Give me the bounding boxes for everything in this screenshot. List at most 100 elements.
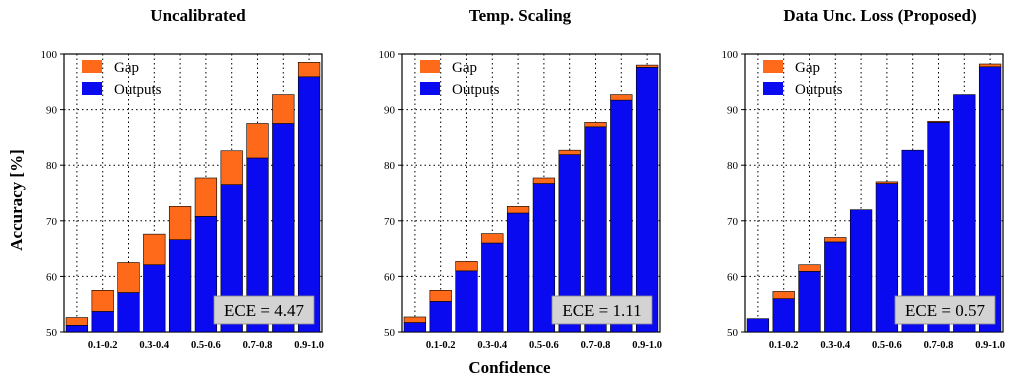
x-tick-label: 0.7-0.8	[243, 340, 273, 351]
y-tick-label: 90	[727, 105, 739, 117]
gap-bar	[455, 261, 478, 272]
y-tick-label: 80	[46, 160, 58, 172]
gap-bar	[481, 233, 504, 244]
y-tick-label: 50	[384, 327, 396, 339]
axes-frame	[744, 53, 1004, 333]
outputs-bar	[746, 318, 770, 333]
gap-bar	[297, 62, 321, 78]
gap-bar	[246, 123, 269, 159]
gap-bar	[143, 233, 166, 266]
y-tick-label: 70	[46, 216, 58, 228]
outputs-bar	[772, 298, 795, 333]
ece-annotation: ECE = 0.57	[905, 301, 985, 320]
gap-bar	[584, 122, 607, 128]
outputs-bar	[824, 241, 847, 333]
outputs-bar	[901, 149, 924, 333]
chart-uncalibrated: 50 60 70 80 90 100 0.1-0.2 0.3-0.4 0.5-0.6 0.7-0.…	[41, 49, 324, 351]
x-tick-label: 0.1-0.2	[426, 340, 456, 351]
gap-bar	[610, 94, 633, 101]
gap-bar	[65, 317, 89, 326]
outputs-bar	[455, 270, 478, 333]
outputs-bar	[403, 322, 427, 333]
x-tick-label: 0.7-0.8	[581, 340, 611, 351]
outputs-bar	[978, 66, 1002, 333]
y-tick-label: 100	[41, 49, 58, 61]
gap-bar	[635, 64, 659, 68]
gap-bar	[117, 262, 140, 293]
y-tick-label: 50	[727, 327, 739, 339]
y-tick-label: 70	[727, 216, 739, 228]
gap-bar	[168, 206, 192, 241]
y-axis-label: Accuracy [%]	[7, 149, 26, 251]
y-axis-label-container: Accuracy [%]	[4, 60, 30, 340]
gap-bar	[272, 94, 295, 124]
x-tick-label: 0.3-0.4	[477, 340, 507, 351]
ece-annotation: ECE = 1.11	[562, 301, 641, 320]
gap-bar	[532, 177, 556, 184]
legend-label-outputs: Outputs	[114, 82, 162, 98]
y-tick-label: 50	[46, 327, 58, 339]
y-tick-label: 60	[727, 271, 739, 283]
gap-bar	[506, 206, 530, 214]
y-tick-label: 80	[384, 160, 396, 172]
outputs-bar	[117, 292, 140, 333]
y-tick-label: 70	[384, 216, 396, 228]
x-axis-label: Confidence	[468, 358, 551, 377]
y-tick-label: 100	[379, 49, 396, 61]
y-tick-label: 60	[46, 271, 58, 283]
gap-bar	[194, 177, 218, 217]
outputs-bar	[953, 94, 976, 333]
y-tick-label: 90	[384, 105, 396, 117]
x-tick-label: 0.5-0.6	[872, 340, 902, 351]
panel-title-temp-scaling: Temp. Scaling	[468, 6, 572, 25]
x-tick-label: 0.9-1.0	[975, 340, 1005, 351]
x-tick-label: 0.5-0.6	[529, 340, 559, 351]
gap-bar	[429, 290, 452, 302]
chart-data-unc-loss: 50 60 70 80 90 100 0.1-0.2 0.3-0.4 0.5-0.6 0.7-0.…	[722, 49, 1005, 351]
legend-label-gap: Gap	[114, 60, 139, 76]
outputs-bar	[194, 216, 218, 333]
legend-swatch-gap	[763, 60, 783, 73]
x-tick-label: 0.1-0.2	[88, 340, 118, 351]
gap-bar	[772, 291, 795, 299]
y-tick-label: 80	[727, 160, 739, 172]
x-tick-label: 0.7-0.8	[924, 340, 954, 351]
outputs-bar	[532, 183, 556, 333]
gap-bar	[220, 150, 243, 185]
outputs-bar	[297, 76, 321, 333]
panel-title-uncalibrated: Uncalibrated	[150, 6, 246, 25]
legend-swatch-gap	[420, 60, 440, 73]
y-tick-label: 60	[384, 271, 396, 283]
outputs-bar	[429, 301, 452, 333]
ece-annotation-box	[894, 295, 996, 325]
legend-label-gap: Gap	[452, 60, 477, 76]
legend-swatch-outputs	[763, 82, 783, 95]
x-tick-label: 0.9-1.0	[294, 340, 324, 351]
gap-bar	[403, 316, 427, 323]
x-tick-label: 0.5-0.6	[191, 340, 221, 351]
outputs-bar	[91, 311, 114, 333]
panel-title-proposed: Data Unc. Loss (Proposed)	[783, 6, 977, 25]
gap-bar	[91, 290, 114, 312]
y-tick-label: 90	[46, 105, 58, 117]
outputs-bar	[849, 209, 873, 333]
gap-bar	[558, 149, 581, 155]
outputs-bar	[506, 212, 530, 333]
x-tick-label: 0.1-0.2	[769, 340, 799, 351]
x-tick-label: 0.3-0.4	[820, 340, 850, 351]
gap-bar	[978, 63, 1002, 68]
legend-swatch-outputs	[420, 82, 440, 95]
outputs-bar	[481, 242, 504, 333]
outputs-bar	[168, 239, 192, 333]
legend-label-gap: Gap	[795, 60, 820, 76]
ece-annotation: ECE = 4.47	[224, 301, 304, 320]
outputs-bar	[798, 271, 821, 333]
gap-bar	[875, 181, 899, 184]
gap-bar	[927, 120, 950, 123]
gap-bar	[798, 264, 821, 272]
legend-label-outputs: Outputs	[795, 82, 843, 98]
outputs-bar	[875, 183, 899, 333]
ece-annotation-box	[551, 295, 653, 325]
axes-frame	[401, 53, 661, 333]
